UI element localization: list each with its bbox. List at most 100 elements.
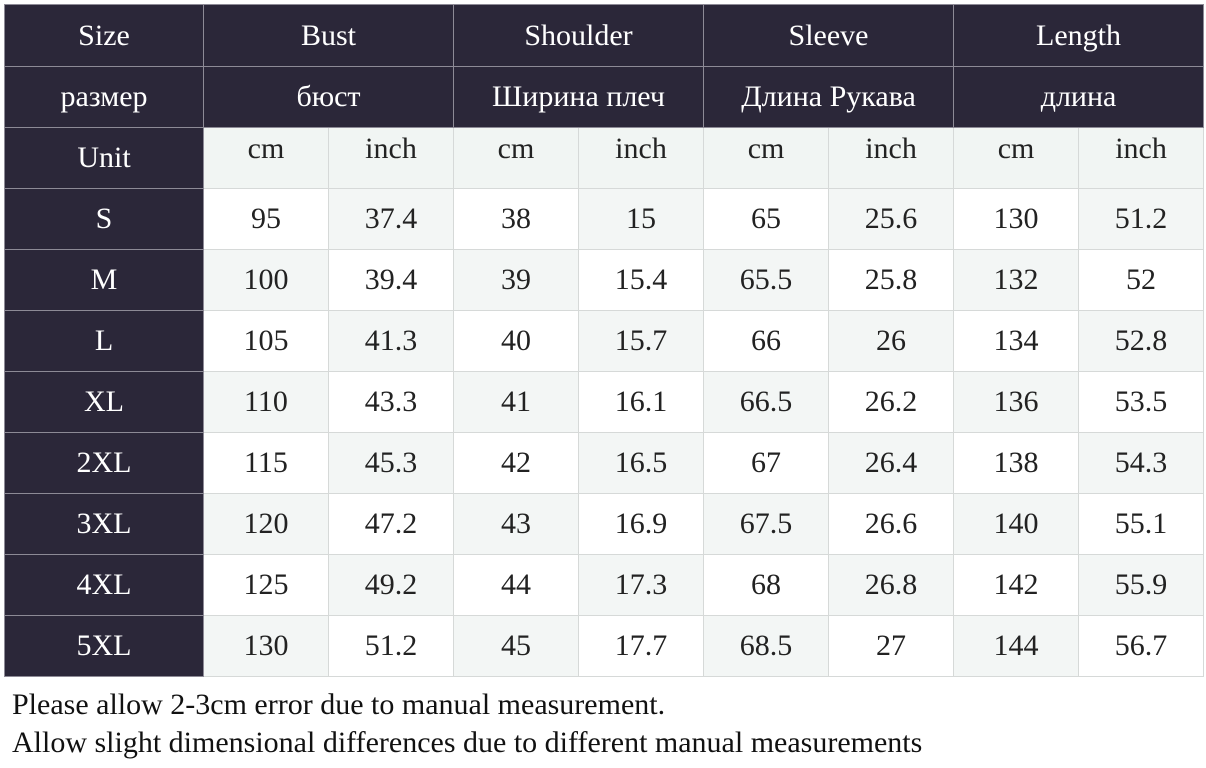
data-row: L 105 41.3 40 15.7 66 26 134 52.8 xyxy=(4,310,1205,372)
value-cell: 115 xyxy=(203,432,329,494)
table-body: Size Bust Shoulder Sleeve Length размер бюст Ши… xyxy=(4,4,1205,677)
value-cell: 49.2 xyxy=(328,554,454,616)
size-cell: XL xyxy=(4,371,204,433)
value-cell: 132 xyxy=(953,249,1080,311)
header-cell: Shoulder xyxy=(452,4,705,67)
value-cell: 26.4 xyxy=(828,432,955,494)
header-cell-ru: бюст xyxy=(203,66,454,128)
value-cell: 25.6 xyxy=(828,188,955,250)
value-cell: 55.9 xyxy=(1078,554,1205,616)
value-cell: 41.3 xyxy=(328,310,454,372)
value-cell: 67 xyxy=(703,432,830,494)
data-row: 3XL 120 47.2 43 16.9 67.5 26.6 140 55.1 xyxy=(4,493,1205,555)
value-cell: 25.8 xyxy=(828,249,955,311)
unit-cell: inch xyxy=(1078,127,1205,189)
value-cell: 65.5 xyxy=(703,249,830,311)
value-cell: 43.3 xyxy=(328,371,454,433)
value-cell: 138 xyxy=(953,432,1080,494)
size-table: Size Bust Shoulder Sleeve Length размер бюст Ши… xyxy=(4,4,1205,677)
value-cell: 56.7 xyxy=(1078,615,1205,677)
value-cell: 67.5 xyxy=(703,493,830,555)
value-cell: 15.4 xyxy=(577,249,705,311)
value-cell: 15 xyxy=(577,188,705,250)
value-cell: 39 xyxy=(453,249,579,311)
value-cell: 45 xyxy=(453,615,579,677)
value-cell: 26 xyxy=(828,310,955,372)
header-row-ru: размер бюст Ширина плеч Длина Рукава длина xyxy=(4,66,1205,128)
value-cell: 134 xyxy=(953,310,1080,372)
value-cell: 37.4 xyxy=(328,188,454,250)
value-cell: 41 xyxy=(453,371,579,433)
value-cell: 51.2 xyxy=(328,615,454,677)
data-row: 2XL 115 45.3 42 16.5 67 26.4 138 54.3 xyxy=(4,432,1205,494)
value-cell: 136 xyxy=(953,371,1080,433)
size-chart: Size Bust Shoulder Sleeve Length размер бюст Ши… xyxy=(4,4,1205,677)
unit-cell: inch xyxy=(577,127,705,189)
header-cell: Bust xyxy=(203,4,454,67)
value-cell: 40 xyxy=(453,310,579,372)
value-cell: 17.3 xyxy=(577,554,705,616)
value-cell: 140 xyxy=(953,493,1080,555)
header-cell: Length xyxy=(953,4,1205,67)
value-cell: 130 xyxy=(953,188,1080,250)
value-cell: 42 xyxy=(453,432,579,494)
unit-row: Unit cm inch cm inch cm inch cm inch xyxy=(4,127,1205,189)
value-cell: 15.7 xyxy=(577,310,705,372)
unit-cell: cm xyxy=(453,127,579,189)
value-cell: 39.4 xyxy=(328,249,454,311)
header-cell-ru: Ширина плеч xyxy=(452,66,705,128)
value-cell: 120 xyxy=(203,493,329,555)
unit-cell: cm xyxy=(203,127,329,189)
value-cell: 53.5 xyxy=(1078,371,1205,433)
value-cell: 26.2 xyxy=(828,371,955,433)
value-cell: 16.5 xyxy=(577,432,705,494)
value-cell: 16.9 xyxy=(577,493,705,555)
value-cell: 144 xyxy=(953,615,1080,677)
size-cell: 5XL xyxy=(4,615,204,677)
value-cell: 65 xyxy=(703,188,830,250)
value-cell: 66.5 xyxy=(703,371,830,433)
data-row: M 100 39.4 39 15.4 65.5 25.8 132 52 xyxy=(4,249,1205,311)
header-cell-ru: длина xyxy=(953,66,1205,128)
size-cell: 4XL xyxy=(4,554,204,616)
size-cell: S xyxy=(4,188,204,250)
header-cell: Size xyxy=(4,4,204,67)
header-row: Size Bust Shoulder Sleeve Length xyxy=(4,4,1205,67)
value-cell: 105 xyxy=(203,310,329,372)
value-cell: 16.1 xyxy=(577,371,705,433)
notes: Please allow 2-3cm error due to manual m… xyxy=(12,686,922,762)
value-cell: 142 xyxy=(953,554,1080,616)
unit-cell: inch xyxy=(328,127,454,189)
value-cell: 27 xyxy=(828,615,955,677)
value-cell: 110 xyxy=(203,371,329,433)
note-line: Allow slight dimensional differences due… xyxy=(12,726,923,759)
size-cell: M xyxy=(4,249,204,311)
value-cell: 54.3 xyxy=(1078,432,1205,494)
header-cell-ru: Длина Рукава xyxy=(703,66,955,128)
data-row: 5XL 130 51.2 45 17.7 68.5 27 144 56.7 xyxy=(4,615,1205,677)
value-cell: 125 xyxy=(203,554,329,616)
value-cell: 45.3 xyxy=(328,432,454,494)
value-cell: 17.7 xyxy=(577,615,705,677)
value-cell: 52 xyxy=(1078,249,1205,311)
value-cell: 55.1 xyxy=(1078,493,1205,555)
value-cell: 38 xyxy=(453,188,579,250)
value-cell: 51.2 xyxy=(1078,188,1205,250)
value-cell: 68.5 xyxy=(703,615,830,677)
data-row: XL 110 43.3 41 16.1 66.5 26.2 136 53.5 xyxy=(4,371,1205,433)
value-cell: 26.6 xyxy=(828,493,955,555)
unit-cell: cm xyxy=(953,127,1080,189)
data-row: 4XL 125 49.2 44 17.3 68 26.8 142 55.9 xyxy=(4,554,1205,616)
header-cell-ru: размер xyxy=(4,66,204,128)
value-cell: 130 xyxy=(203,615,329,677)
unit-cell: inch xyxy=(828,127,955,189)
size-cell: 3XL xyxy=(4,493,204,555)
value-cell: 68 xyxy=(703,554,830,616)
value-cell: 44 xyxy=(453,554,579,616)
value-cell: 52.8 xyxy=(1078,310,1205,372)
note-line: Please allow 2-3cm error due to manual m… xyxy=(12,688,666,721)
value-cell: 26.8 xyxy=(828,554,955,616)
size-cell: L xyxy=(4,310,204,372)
header-cell: Sleeve xyxy=(703,4,955,67)
